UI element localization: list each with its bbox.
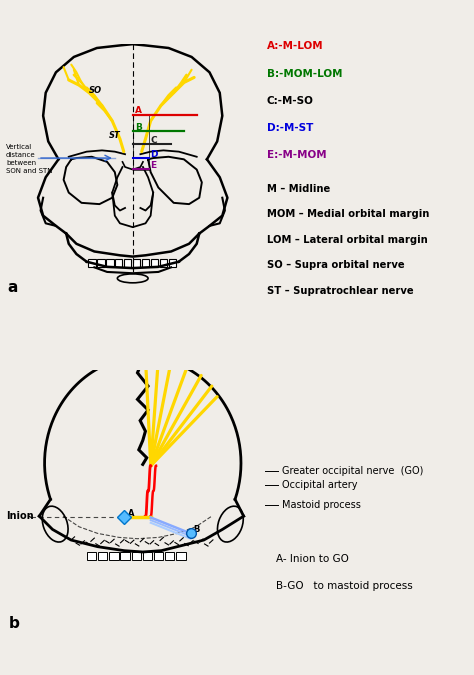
FancyBboxPatch shape (142, 259, 149, 267)
Text: SO: SO (89, 86, 102, 94)
Text: LOM – Lateral orbital margin: LOM – Lateral orbital margin (267, 235, 428, 244)
FancyBboxPatch shape (97, 259, 105, 267)
FancyBboxPatch shape (151, 259, 158, 267)
Text: C:-M-SO: C:-M-SO (267, 96, 314, 106)
Text: B-GO   to mastoid process: B-GO to mastoid process (275, 581, 412, 591)
FancyBboxPatch shape (143, 552, 152, 560)
FancyBboxPatch shape (133, 259, 140, 267)
FancyBboxPatch shape (132, 552, 141, 560)
Text: M – Midline: M – Midline (267, 184, 330, 194)
FancyBboxPatch shape (106, 259, 114, 267)
FancyBboxPatch shape (87, 552, 96, 560)
Text: A- Inion to GO: A- Inion to GO (275, 554, 348, 564)
Text: C: C (150, 136, 157, 145)
Text: E:-M-MOM: E:-M-MOM (267, 150, 327, 160)
Text: E: E (150, 161, 156, 170)
FancyBboxPatch shape (169, 259, 176, 267)
FancyBboxPatch shape (115, 259, 122, 267)
Text: SO – Supra orbital nerve: SO – Supra orbital nerve (267, 260, 405, 270)
Text: B:-MOM-LOM: B:-MOM-LOM (267, 69, 342, 78)
Text: Greater occipital nerve  (GO): Greater occipital nerve (GO) (282, 466, 423, 477)
Text: A: A (128, 509, 135, 518)
Text: ST: ST (109, 130, 120, 140)
FancyBboxPatch shape (124, 259, 131, 267)
FancyBboxPatch shape (165, 552, 174, 560)
FancyBboxPatch shape (154, 552, 163, 560)
Text: ST – Supratrochlear nerve: ST – Supratrochlear nerve (267, 286, 414, 296)
Text: MOM – Medial orbital margin: MOM – Medial orbital margin (267, 209, 429, 219)
Text: Occipital artery: Occipital artery (282, 480, 357, 489)
Text: A: A (135, 106, 142, 115)
Text: Inion: Inion (6, 511, 34, 521)
FancyBboxPatch shape (176, 552, 185, 560)
FancyBboxPatch shape (109, 552, 118, 560)
Text: D: D (150, 151, 158, 159)
Text: A:-M-LOM: A:-M-LOM (267, 41, 324, 51)
Text: B: B (193, 524, 200, 533)
FancyBboxPatch shape (120, 552, 130, 560)
Text: B: B (135, 123, 142, 132)
Text: D:-M-ST: D:-M-ST (267, 123, 313, 133)
FancyBboxPatch shape (88, 259, 96, 267)
Text: Mastoid process: Mastoid process (282, 500, 361, 510)
FancyBboxPatch shape (160, 259, 167, 267)
Text: a: a (7, 280, 18, 296)
FancyBboxPatch shape (98, 552, 108, 560)
Text: Vertical
distance
between
SON and STN: Vertical distance between SON and STN (6, 144, 53, 174)
Text: b: b (9, 616, 19, 630)
